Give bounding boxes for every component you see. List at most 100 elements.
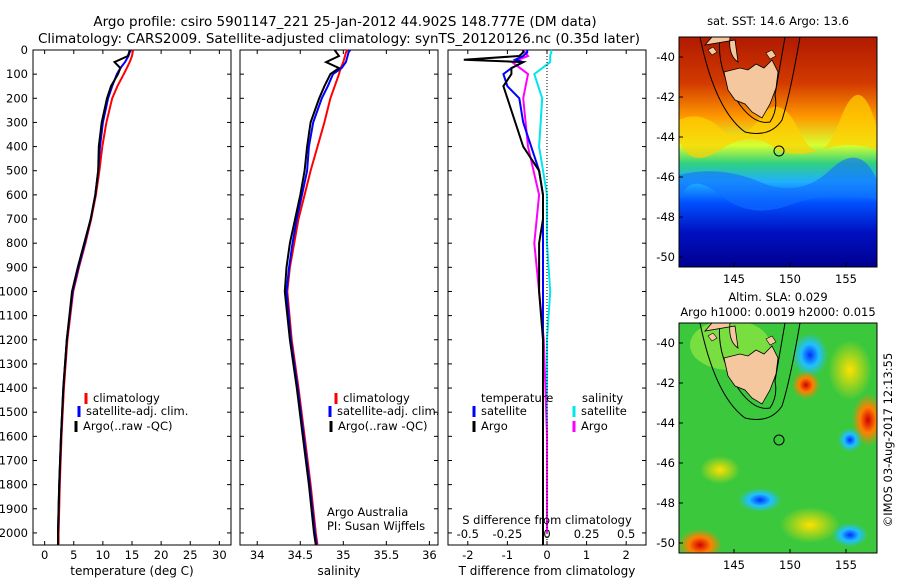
- s-difference-tick-label: -0.5: [457, 527, 479, 541]
- map-lat-tick-label: -44: [656, 416, 675, 430]
- difference-legend: temperature salinity satellite Argo sate…: [472, 391, 627, 433]
- salinity-profiles: [283, 49, 352, 546]
- temperature-panel-frame: [32, 49, 232, 546]
- temperature-tick-label: 25: [183, 548, 198, 562]
- sla-map-subtitle: Argo h1000: 0.0019 h2000: 0.015: [680, 305, 875, 319]
- sla-low-eddy: [832, 523, 868, 547]
- legend-salinity-heading: salinity: [582, 391, 623, 405]
- t-difference-tick-label: -1: [502, 548, 513, 562]
- salinity-satellite-line: [285, 49, 352, 546]
- sst-front: [679, 94, 877, 158]
- salinity-tick-label: 34: [250, 548, 265, 562]
- depth-tick-label: 0: [21, 43, 28, 57]
- legend-t-satellite-label: satellite: [481, 404, 527, 418]
- salinity-x-axis: 34 34.5 35 35.5 36: [250, 50, 437, 562]
- sla-high-eddy: [679, 529, 722, 553]
- salinity-climatology-line: [286, 49, 349, 546]
- sla-low-eddy: [738, 488, 782, 512]
- depth-tick-label: 1500: [0, 405, 28, 419]
- salinity-panel-frame: [239, 49, 439, 546]
- t-difference-satellite-line: [502, 50, 544, 545]
- temperature-tick-label: 20: [154, 548, 169, 562]
- legend-t-argo-label: Argo: [481, 419, 508, 433]
- temperature-profiles: [57, 49, 135, 545]
- t-difference-tick-label: 1: [583, 548, 590, 562]
- salinity-tick-label: 36: [422, 548, 437, 562]
- s-difference-argo-line: [510, 49, 548, 533]
- depth-tick-label: 1900: [0, 502, 28, 516]
- map-lon-tick-label: 150: [779, 272, 801, 286]
- mainland-coast: [703, 37, 739, 63]
- tasmania-landmass: [723, 345, 779, 405]
- depth-tick-label: 2000: [0, 526, 28, 540]
- sla-low-eddy: [838, 428, 862, 452]
- depth-tick-label: 500: [6, 164, 28, 178]
- sla-high-eddy: [792, 371, 820, 399]
- depth-tick-label: 1800: [0, 478, 28, 492]
- argo-location-marker: [773, 434, 785, 446]
- salinity-tick-label: 35.5: [374, 548, 400, 562]
- depth-axis: 0 100 200 300 400 500 600 700 800 900 1000 1100 1200…: [0, 43, 646, 540]
- map-lon-tick-label: 150: [779, 558, 801, 572]
- map-lat-tick-label: -50: [656, 536, 675, 550]
- salinity-argo-line: [283, 49, 341, 546]
- sla-map-title: Altim. SLA: 0.029: [728, 290, 827, 304]
- data-center-note: Argo Australia: [327, 505, 408, 519]
- depth-tick-label: 600: [6, 188, 28, 202]
- legend-climatology-label: climatology: [93, 391, 160, 405]
- depth-tick-label: 900: [6, 260, 28, 274]
- credit-stamp: ©IMOS 03-Aug-2017 12:13:55: [881, 353, 895, 528]
- temperature-tick-label: 30: [212, 548, 227, 562]
- legend-satellite-label: satellite-adj. clim.: [86, 404, 188, 418]
- map-lon-tick-label: 155: [835, 558, 857, 572]
- depth-tick-label: 1100: [0, 309, 28, 323]
- sla-map-axes: -40 -42 -44 -46 -48 -50 145 150 155: [656, 336, 857, 572]
- s-difference-tick-label: -0.25: [493, 527, 523, 541]
- depth-tick-label: 800: [6, 236, 28, 250]
- king-island: [707, 46, 718, 56]
- sla-patch: [780, 507, 840, 543]
- map-lat-tick-label: -48: [656, 210, 675, 224]
- map-lat-tick-label: -40: [656, 50, 675, 64]
- t-difference-argo-line: [463, 50, 544, 545]
- map-lat-tick-label: -46: [656, 170, 675, 184]
- map-lat-tick-label: -42: [656, 90, 675, 104]
- sla-patch: [700, 456, 740, 484]
- temperature-satellite-line: [57, 49, 132, 545]
- depth-tick-label: 1000: [0, 284, 28, 298]
- sla-map-frame: [678, 322, 878, 554]
- t-difference-tick-label: -2: [462, 548, 473, 562]
- legend-argo-label: Argo(..raw -QC): [83, 419, 173, 433]
- temperature-tick-label: 0: [41, 548, 48, 562]
- sst-map-title: sat. SST: 14.6 Argo: 13.6: [707, 14, 849, 28]
- sla-low-eddy: [792, 333, 828, 377]
- map-lat-tick-label: -50: [656, 250, 675, 264]
- temperature-climatology-line: [57, 49, 135, 545]
- map-lat-tick-label: -44: [656, 130, 675, 144]
- argo-location-marker: [773, 145, 785, 157]
- temperature-tick-label: 15: [125, 548, 140, 562]
- s-difference-tick-label: 0.5: [617, 527, 635, 541]
- temperature-tick-label: 5: [70, 548, 77, 562]
- map-lat-tick-label: -48: [656, 496, 675, 510]
- depth-tick-label: 400: [6, 140, 28, 154]
- difference-xlabel: T difference from climatology: [458, 564, 636, 578]
- legend-temperature-heading: temperature: [481, 391, 553, 405]
- legend-climatology-label: climatology: [343, 391, 410, 405]
- depth-tick-label: 1200: [0, 333, 28, 347]
- figure-title-line1: Argo profile: csiro 5901147_221 25-Jan-2…: [93, 14, 596, 30]
- sst-map-axes: -40 -42 -44 -46 -48 -50 145 150 155: [656, 50, 857, 286]
- difference-profiles: [463, 49, 553, 545]
- map-lat-tick-label: -46: [656, 456, 675, 470]
- s-difference-label: S difference from climatology: [462, 513, 632, 527]
- temperature-argo-line: [57, 49, 131, 545]
- depth-tick-label: 200: [6, 91, 28, 105]
- depth-tick-label: 1300: [0, 357, 28, 371]
- king-island: [707, 332, 718, 342]
- sst-map: [679, 37, 877, 267]
- sst-cold-band: [679, 157, 877, 211]
- salinity-tick-label: 35: [336, 548, 351, 562]
- salinity-xlabel: salinity: [317, 564, 360, 578]
